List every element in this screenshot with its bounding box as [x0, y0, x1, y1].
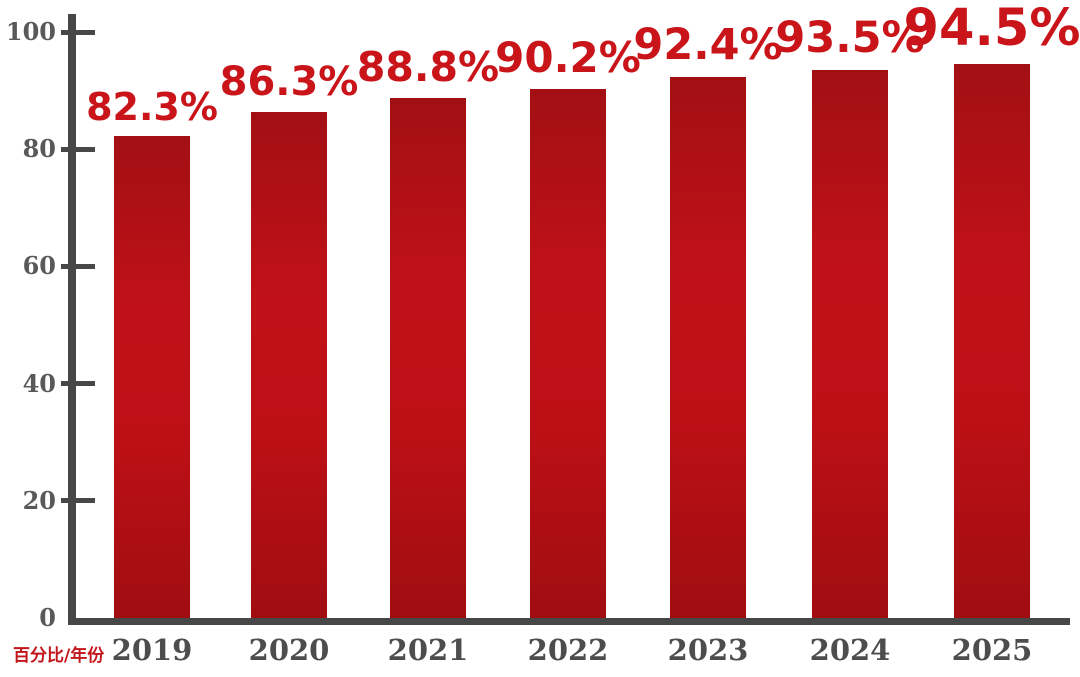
bar-value-label-2020: 86.3%: [219, 59, 359, 106]
x-axis-line: [68, 618, 1070, 625]
bar-value-label-2025: 94.5%: [903, 0, 1080, 59]
y-tick-label: 60: [22, 251, 56, 281]
bar-2021: [390, 97, 466, 618]
y-tick-mark: [61, 263, 95, 269]
x-category-label-2022: 2022: [527, 633, 609, 667]
x-category-label-2023: 2023: [667, 633, 749, 667]
y-tick-label: 20: [22, 485, 56, 515]
bar-2019: [114, 135, 190, 618]
bar-value-label-2021: 88.8%: [356, 42, 500, 91]
bar-2020: [251, 112, 327, 618]
y-tick-label: 0: [39, 603, 56, 632]
bar-value-label-2024: 93.5%: [775, 13, 925, 64]
y-axis-line: [68, 14, 76, 625]
bar-value-label-2019: 82.3%: [86, 84, 218, 129]
bar-value-label-2022: 90.2%: [495, 33, 641, 83]
y-tick-mark: [61, 498, 95, 504]
y-tick-label: 80: [22, 134, 56, 164]
bar-2025: [954, 64, 1030, 618]
y-tick-mark: [61, 381, 95, 387]
x-category-label-2020: 2020: [248, 633, 330, 667]
bar-value-label-2023: 92.4%: [633, 19, 783, 70]
bar-2022: [530, 89, 606, 618]
x-category-label-2024: 2024: [809, 633, 891, 667]
bar-2023: [670, 76, 746, 618]
y-tick-mark: [61, 29, 95, 35]
x-category-label-2025: 2025: [951, 633, 1033, 667]
y-tick-mark: [61, 146, 95, 152]
y-tick-label: 40: [22, 368, 56, 398]
x-category-label-2021: 2021: [387, 633, 469, 667]
bar-2024: [812, 70, 888, 618]
x-category-label-2019: 2019: [111, 633, 193, 667]
y-tick-label: 100: [5, 17, 56, 46]
axis-caption-label: 百分比/年份: [13, 646, 105, 666]
